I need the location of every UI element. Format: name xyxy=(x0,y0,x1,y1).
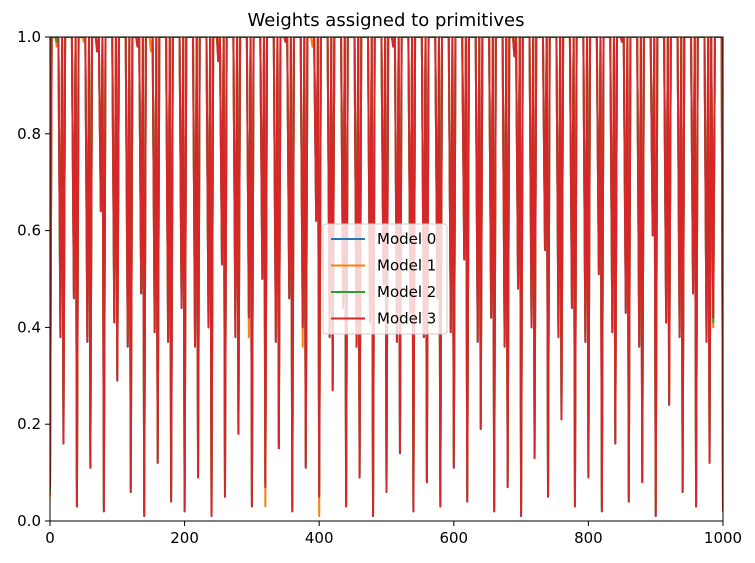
legend-label: Model 3 xyxy=(377,310,436,328)
y-tick-label: 0.0 xyxy=(17,512,41,530)
legend-box xyxy=(322,223,448,335)
y-tick-label: 0.4 xyxy=(17,318,41,336)
y-tick-label: 1.0 xyxy=(17,28,41,46)
y-tick-label: 0.2 xyxy=(17,415,41,433)
legend-label: Model 1 xyxy=(377,257,436,275)
x-tick-label: 800 xyxy=(574,529,603,547)
legend: Model 0 Model 1 Model 2 Model 3 xyxy=(322,223,448,335)
legend-label: Model 0 xyxy=(377,230,436,248)
axes-frame xyxy=(49,36,724,522)
x-tick-label: 200 xyxy=(170,529,199,547)
axes: 0 200 400 600 800 1000 0.0 0.2 0.4 0.6 0.8 1.0 xyxy=(17,28,742,547)
y-tick-label: 0.8 xyxy=(17,125,41,143)
x-tick-label: 1000 xyxy=(704,529,742,547)
x-tick-label: 0 xyxy=(45,529,55,547)
x-tick-label: 600 xyxy=(439,529,468,547)
series-line-model-3 xyxy=(50,37,723,518)
plot-area xyxy=(50,37,723,518)
legend-label: Model 2 xyxy=(377,283,436,301)
y-tick-label: 0.6 xyxy=(17,222,41,240)
x-tick-label: 400 xyxy=(305,529,334,547)
chart-title: Weights assigned to primitives xyxy=(248,10,525,31)
